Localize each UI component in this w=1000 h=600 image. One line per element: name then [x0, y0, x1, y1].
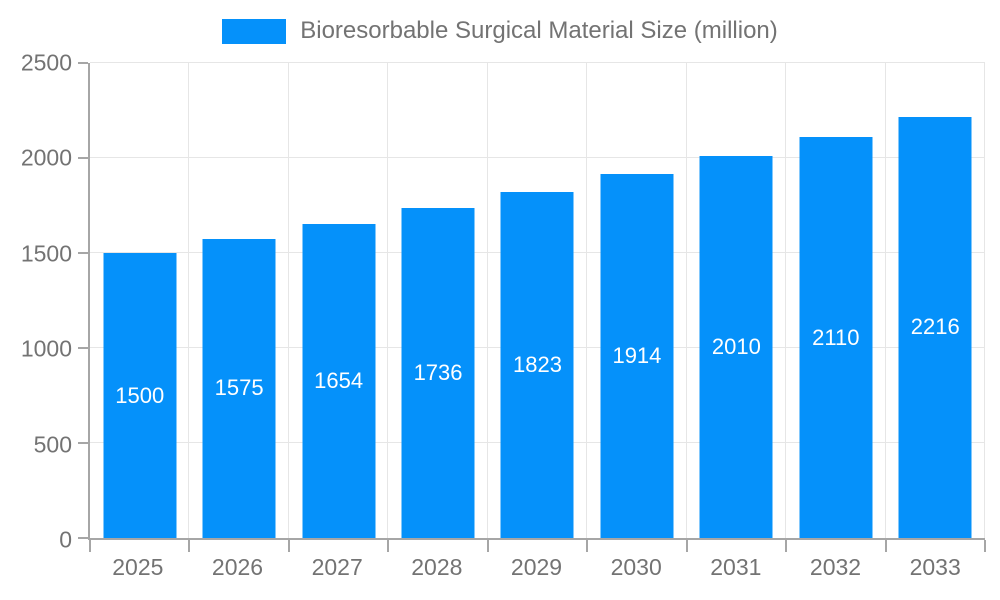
- y-tick-label: 0: [59, 526, 72, 553]
- gridline-horizontal: [90, 157, 985, 158]
- bar: 1823: [500, 191, 574, 538]
- plot-area: 1500 1575 1654 1736 1823 1914 2010 2110 2216: [78, 62, 986, 552]
- bar-value-label: 1575: [214, 375, 264, 401]
- y-axis-tick: [78, 347, 88, 349]
- x-axis-labels: 2025 2026 2027 2028 2029 2030 2031 2032 2033: [88, 556, 985, 586]
- bar-value-label: 1736: [413, 360, 463, 386]
- gridline-vertical: [785, 63, 787, 538]
- bar: 2216: [898, 116, 972, 538]
- x-axis-tick: [884, 540, 887, 552]
- x-axis-tick: [387, 540, 390, 552]
- x-axis-tick: [785, 540, 788, 552]
- bar-slot: 1654: [289, 63, 388, 538]
- y-tick-label: 1000: [20, 335, 72, 362]
- x-axis-tick: [287, 540, 290, 552]
- x-tick-label: 2033: [909, 554, 961, 580]
- x-tick-label: 2027: [311, 554, 363, 580]
- y-axis-tick: [78, 157, 88, 159]
- gridline-vertical: [188, 63, 190, 538]
- bar-value-label: 2010: [711, 334, 761, 360]
- legend-swatch-icon: [222, 18, 287, 44]
- x-tick-label: 2025: [112, 554, 164, 580]
- gridline-vertical: [586, 63, 588, 538]
- x-axis-tick: [984, 540, 986, 552]
- x-tick-label: 2032: [809, 554, 862, 580]
- bar-slot: 1575: [189, 63, 288, 538]
- bar-slot: 1823: [488, 63, 587, 538]
- x-tick-label: 2028: [411, 554, 463, 580]
- bar-value-label: 2110: [812, 324, 860, 350]
- y-axis-tick: [78, 537, 88, 539]
- y-axis-tick: [78, 442, 88, 444]
- gridline-vertical: [287, 63, 289, 538]
- bar-slot: 2110: [786, 63, 885, 538]
- x-tick-label: 2030: [610, 554, 662, 580]
- bar-slot: 1914: [587, 63, 686, 538]
- x-axis-tick: [89, 540, 91, 552]
- x-axis-tick: [486, 540, 489, 552]
- gridline-vertical: [387, 63, 389, 538]
- y-tick-label: 2000: [20, 144, 72, 171]
- x-axis-tick: [586, 540, 589, 552]
- bar-slot: 2010: [687, 63, 786, 538]
- y-axis-tick: [78, 62, 88, 64]
- bar: 1736: [401, 208, 475, 538]
- x-axis-tick: [685, 540, 688, 552]
- bar: 1575: [202, 238, 276, 538]
- bar: 2110: [799, 137, 873, 538]
- bar: 1500: [103, 253, 177, 538]
- x-tick-label: 2031: [710, 554, 762, 580]
- bar-value-label: 1823: [513, 351, 562, 377]
- gridline-vertical: [884, 63, 886, 538]
- bar-slot: 2216: [886, 63, 985, 538]
- gridline-horizontal: [90, 62, 985, 63]
- bar-value-label: 2216: [910, 314, 960, 340]
- y-tick-label: 1500: [20, 240, 72, 267]
- bar-slot: 1736: [388, 63, 487, 538]
- gridline-vertical: [984, 63, 985, 538]
- y-axis-labels: 0 500 1000 1500 2000 2500: [0, 51, 72, 551]
- bar-value-label: 1500: [115, 382, 165, 408]
- y-tick-label: 500: [33, 431, 72, 458]
- bar: 1914: [600, 174, 674, 538]
- gridline-vertical: [486, 63, 488, 538]
- y-tick-label: 2500: [20, 49, 72, 76]
- x-tick-label: 2026: [211, 554, 264, 580]
- x-axis-tick: [188, 540, 191, 552]
- legend[interactable]: Bioresorbable Surgical Material Size (mi…: [0, 17, 1000, 45]
- x-tick-label: 2029: [510, 554, 563, 580]
- bar: 2010: [699, 156, 773, 538]
- bar-value-label: 1914: [612, 343, 662, 369]
- bar: 1654: [302, 223, 376, 538]
- y-axis-tick: [78, 252, 88, 254]
- bar-value-label: 1654: [314, 367, 364, 393]
- bar-slot: 1500: [90, 63, 189, 538]
- legend-label: Bioresorbable Surgical Material Size (mi…: [300, 17, 778, 44]
- gridline-vertical: [685, 63, 687, 538]
